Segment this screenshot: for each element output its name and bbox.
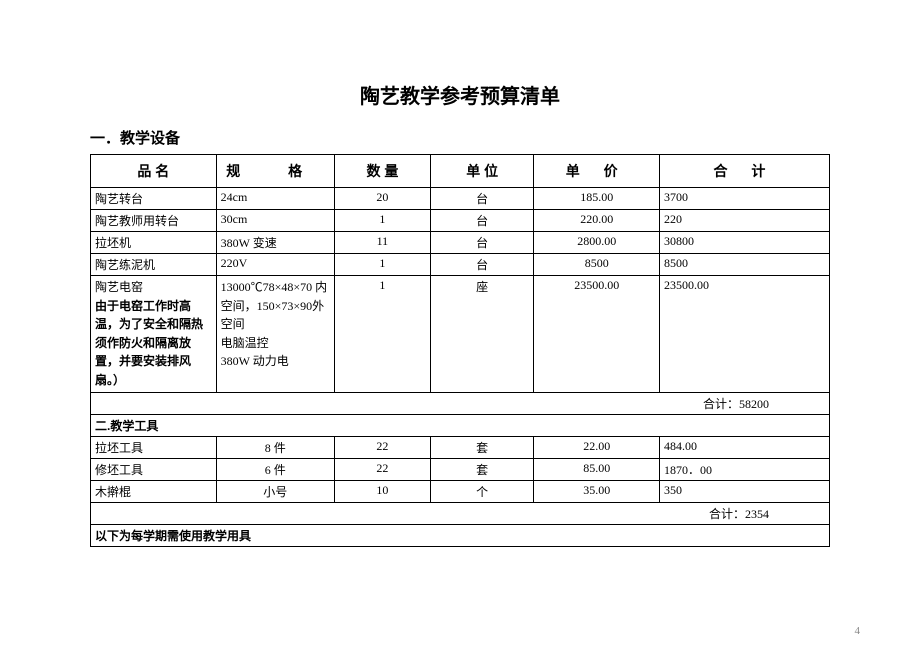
cell-spec: 8 件 — [216, 436, 334, 458]
cell-price: 35.00 — [534, 480, 660, 502]
cell-spec: 小号 — [216, 480, 334, 502]
cell-unit: 座 — [430, 276, 533, 393]
header-qty: 数 量 — [334, 155, 430, 188]
header-total: 合 计 — [660, 155, 830, 188]
cell-unit: 台 — [430, 210, 533, 232]
cell-unit: 台 — [430, 188, 533, 210]
cell-price: 23500.00 — [534, 276, 660, 393]
cell-total: 23500.00 — [660, 276, 830, 393]
cell-qty: 22 — [334, 458, 430, 480]
cell-price: 220.00 — [534, 210, 660, 232]
cell-spec: 13000℃78×48×70 内空间，150×73×90外空间 电脑温控 380… — [216, 276, 334, 393]
section1-heading: 一．教学设备 — [90, 127, 830, 148]
cell-name: 修坯工具 — [91, 458, 217, 480]
cell-unit: 台 — [430, 232, 533, 254]
cell-name: 陶艺电窑 由于电窑工作时高温，为了安全和隔热须作防火和隔离放置，并要安装排风扇。… — [91, 276, 217, 393]
table-row: 陶艺转台 24cm 20 台 185.00 3700 — [91, 188, 830, 210]
section2-heading: 二.教学工具 — [91, 414, 830, 436]
cell-name: 拉坯机 — [91, 232, 217, 254]
document-title: 陶艺教学参考预算清单 — [90, 80, 830, 109]
table-row: 拉坯工具 8 件 22 套 22.00 484.00 — [91, 436, 830, 458]
cell-price: 8500 — [534, 254, 660, 276]
header-unit: 单 位 — [430, 155, 533, 188]
cell-total: 30800 — [660, 232, 830, 254]
cell-total: 1870．00 — [660, 458, 830, 480]
table-row: 修坯工具 6 件 22 套 85.00 1870．00 — [91, 458, 830, 480]
kiln-name: 陶艺电窑 — [95, 280, 143, 294]
section3-heading: 以下为每学期需使用教学用具 — [91, 524, 830, 546]
page-number: 4 — [855, 625, 861, 637]
cell-unit: 套 — [430, 458, 533, 480]
header-row: 品 名 规 格 数 量 单 位 单 价 合 计 — [91, 155, 830, 188]
header-price: 单 价 — [534, 155, 660, 188]
section3-heading-row: 以下为每学期需使用教学用具 — [91, 524, 830, 546]
cell-total: 8500 — [660, 254, 830, 276]
table-row: 拉坯机 380W 变速 11 台 2800.00 30800 — [91, 232, 830, 254]
page-container: 陶艺教学参考预算清单 一．教学设备 品 名 规 格 数 量 单 位 单 价 合 … — [0, 0, 920, 567]
table-row: 陶艺教师用转台 30cm 1 台 220.00 220 — [91, 210, 830, 232]
budget-table: 品 名 规 格 数 量 单 位 单 价 合 计 陶艺转台 24cm 20 台 1… — [90, 154, 830, 547]
table-row-kiln: 陶艺电窑 由于电窑工作时高温，为了安全和隔热须作防火和隔离放置，并要安装排风扇。… — [91, 276, 830, 393]
cell-qty: 22 — [334, 436, 430, 458]
table-row: 陶艺练泥机 220V 1 台 8500 8500 — [91, 254, 830, 276]
cell-qty: 1 — [334, 254, 430, 276]
cell-total: 484.00 — [660, 436, 830, 458]
cell-name: 木擀棍 — [91, 480, 217, 502]
cell-unit: 台 — [430, 254, 533, 276]
cell-qty: 1 — [334, 210, 430, 232]
cell-qty: 20 — [334, 188, 430, 210]
cell-name: 拉坯工具 — [91, 436, 217, 458]
subtotal-row: 合计：58200 — [91, 392, 830, 414]
cell-name: 陶艺转台 — [91, 188, 217, 210]
cell-spec: 24cm — [216, 188, 334, 210]
cell-qty: 10 — [334, 480, 430, 502]
header-spec: 规 格 — [216, 155, 334, 188]
cell-unit: 套 — [430, 436, 533, 458]
cell-total: 220 — [660, 210, 830, 232]
kiln-note: 由于电窑工作时高温，为了安全和隔热须作防火和隔离放置，并要安装排风扇。） — [95, 299, 203, 387]
cell-price: 22.00 — [534, 436, 660, 458]
cell-total: 350 — [660, 480, 830, 502]
cell-qty: 11 — [334, 232, 430, 254]
subtotal-row: 合计：2354 — [91, 502, 830, 524]
cell-spec: 6 件 — [216, 458, 334, 480]
cell-total: 3700 — [660, 188, 830, 210]
table-row: 木擀棍 小号 10 个 35.00 350 — [91, 480, 830, 502]
section2-heading-row: 二.教学工具 — [91, 414, 830, 436]
cell-spec: 380W 变速 — [216, 232, 334, 254]
cell-qty: 1 — [334, 276, 430, 393]
header-name: 品 名 — [91, 155, 217, 188]
section1-subtotal: 合计：58200 — [91, 392, 830, 414]
cell-price: 185.00 — [534, 188, 660, 210]
section2-subtotal: 合计：2354 — [91, 502, 830, 524]
cell-name: 陶艺练泥机 — [91, 254, 217, 276]
cell-spec: 30cm — [216, 210, 334, 232]
cell-name: 陶艺教师用转台 — [91, 210, 217, 232]
cell-unit: 个 — [430, 480, 533, 502]
cell-spec: 220V — [216, 254, 334, 276]
cell-price: 2800.00 — [534, 232, 660, 254]
cell-price: 85.00 — [534, 458, 660, 480]
